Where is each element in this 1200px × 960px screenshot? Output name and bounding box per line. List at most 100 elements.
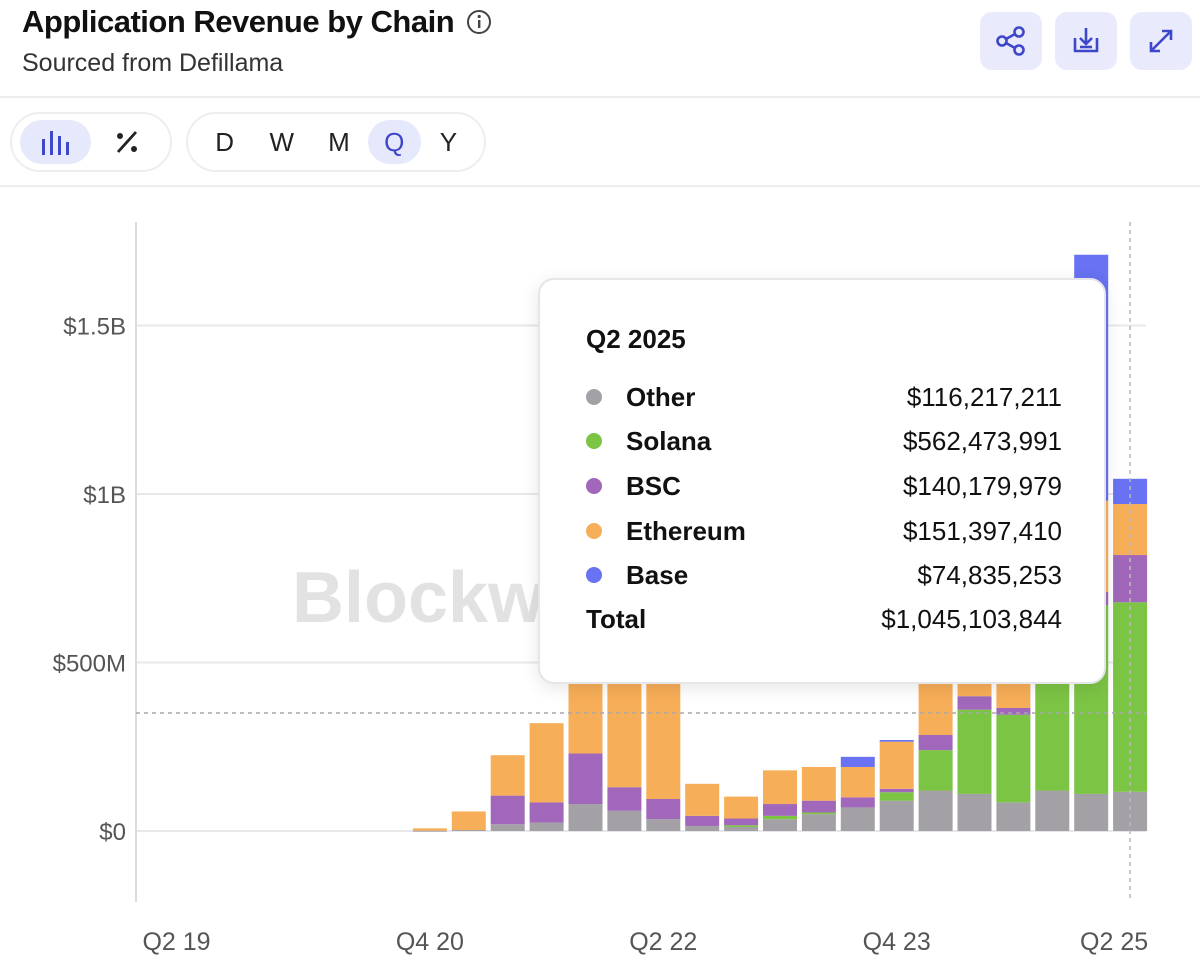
tooltip-value: $140,179,979 [902,470,1062,501]
tooltip-total-label: Total [586,603,647,634]
bar-segment-base-q2-25[interactable] [1113,478,1148,505]
bar-segment-base-q3-23[interactable] [840,756,875,767]
info-icon[interactable] [466,9,492,35]
bar-segment-other-q4-23[interactable] [879,800,914,831]
tooltip-value: $151,397,410 [902,515,1062,546]
bar-segment-solana-q1-24[interactable] [918,750,953,791]
bar-segment-bsc-q1-23[interactable] [763,804,797,816]
bar-segment-base-q4-23[interactable] [879,740,914,742]
x-tick-label: Q2 19 [142,928,210,956]
bar-segment-ethereum-q1-21[interactable] [451,811,486,830]
percent-icon [116,131,137,153]
y-tick-label: $0 [99,819,126,846]
bar-segment-other-q4-24[interactable] [1035,790,1070,831]
legend-dot-solana [586,433,602,449]
interval-year[interactable]: Y [439,126,458,157]
tooltip-row-ethereum: Ethereum $151,397,410 [586,514,1062,548]
bar-segment-bsc-q1-24[interactable] [918,734,953,751]
legend-dot-base [586,567,602,583]
tooltip-row-total: Total $1,045,103,844 [586,602,1062,636]
x-tick-label: Q2 22 [629,928,697,956]
bar-segment-other-q2-21[interactable] [490,824,525,831]
axis-layer: $0 $500M $1B $1.5B Q2 19 Q4 20 Q2 22 Q4 23 Q2 25 [53,222,1148,956]
x-tick-label: Q2 25 [1080,928,1148,956]
header-divider [0,96,1200,98]
legend-dot-ethereum [586,523,602,539]
bar-segment-other-q3-21[interactable] [529,822,564,831]
interval-day[interactable]: D [215,126,234,157]
tooltip-value: $74,835,253 [917,559,1062,590]
bar-segment-other-q4-20[interactable] [412,830,447,832]
tooltip-label: Solana [626,425,712,456]
download-icon [1073,28,1099,53]
bar-segment-other-q3-23[interactable] [840,807,875,831]
interval-selector: D W M Q Y [186,112,486,172]
bar-segment-bsc-q2-24[interactable] [957,696,992,710]
bar-segment-other-q2-24[interactable] [957,793,992,831]
tooltip-value: $562,473,991 [902,425,1062,456]
y-tick-label: $1.5B [63,314,126,341]
interval-month[interactable]: M [328,126,350,157]
bar-segment-bsc-q3-21[interactable] [529,802,564,823]
bar-segment-bsc-q2-25[interactable] [1113,555,1148,603]
bar-segment-bsc-q2-21[interactable] [490,795,525,825]
download-button[interactable] [1055,12,1117,70]
interval-quarter[interactable]: Q [367,120,421,164]
bar-segment-ethereum-q2-21[interactable] [490,755,525,796]
bar-segment-bsc-q4-23[interactable] [879,788,914,793]
tooltip-label: BSC [626,470,681,501]
percent-mode-button[interactable] [91,120,162,164]
bar-segment-bsc-q2-22[interactable] [646,798,681,820]
bar-segment-other-q1-25[interactable] [1074,793,1109,831]
chart-header: Application Revenue by Chain Sourced fro… [0,0,1200,98]
bar-segment-solana-q2-23[interactable] [801,812,836,815]
bar-segment-bsc-q3-24[interactable] [996,707,1031,715]
bar-segment-other-q1-23[interactable] [763,819,797,831]
bar-segment-bsc-q4-21[interactable] [568,753,603,805]
interval-week[interactable]: W [269,126,295,157]
bar-segment-other-q2-22[interactable] [646,819,681,831]
bar-segment-ethereum-q3-21[interactable] [529,723,564,803]
tooltip-row-bsc: BSC $140,179,979 [586,469,1062,503]
bar-segment-ethereum-q1-23[interactable] [763,770,797,805]
bar-segment-other-q3-24[interactable] [996,802,1031,831]
bar-mode-button[interactable] [20,120,91,164]
bar-segment-other-q1-22[interactable] [607,810,642,831]
tooltip-label: Ethereum [626,515,746,546]
bar-segment-bsc-q4-22[interactable] [724,818,759,826]
bar-segment-other-q3-22[interactable] [685,825,720,831]
legend-dot-bsc [586,478,602,494]
bar-segment-other-q1-24[interactable] [918,790,953,831]
bar-segment-bsc-q3-22[interactable] [685,815,720,826]
tooltip-total-value: $1,045,103,844 [881,603,1062,634]
bar-segment-ethereum-q3-22[interactable] [685,783,720,816]
bar-segment-ethereum-q4-22[interactable] [724,796,759,819]
bar-segment-ethereum-q4-20[interactable] [412,828,447,831]
bar-segment-solana-q1-23[interactable] [763,815,797,820]
expand-button[interactable] [1130,12,1192,70]
bar-segment-other-q4-22[interactable] [724,826,759,831]
bar-segment-bsc-q2-23[interactable] [801,800,836,813]
share-button[interactable] [980,12,1042,70]
bar-segment-other-q4-21[interactable] [568,804,603,831]
bar-segment-bsc-q3-23[interactable] [840,797,875,808]
chart-mode-toggle [10,112,172,172]
bar-segment-ethereum-q4-23[interactable] [879,741,914,789]
bar-segment-other-q1-21[interactable] [451,829,486,831]
bar-chart-icon [41,131,69,155]
bar-segment-ethereum-q2-23[interactable] [801,766,836,801]
bar-segment-other-q2-23[interactable] [801,814,836,831]
bar-segment-ethereum-q3-23[interactable] [840,766,875,798]
expand-icon [1149,29,1173,53]
bar-segment-solana-q3-24[interactable] [996,714,1031,803]
bar-segment-solana-q2-24[interactable] [957,709,992,794]
bar-segment-solana-q4-23[interactable] [879,792,914,801]
toolbar-divider [0,185,1200,187]
x-tick-label: Q4 20 [396,928,464,956]
bar-segment-solana-q4-22[interactable] [724,825,759,827]
page-title: Application Revenue by Chain [22,4,455,39]
tooltip-value: $116,217,211 [906,381,1062,412]
tooltip-row-other: Other $116,217,211 [586,380,1062,414]
y-tick-label: $500M [53,651,126,678]
bar-segment-bsc-q1-22[interactable] [607,787,642,811]
